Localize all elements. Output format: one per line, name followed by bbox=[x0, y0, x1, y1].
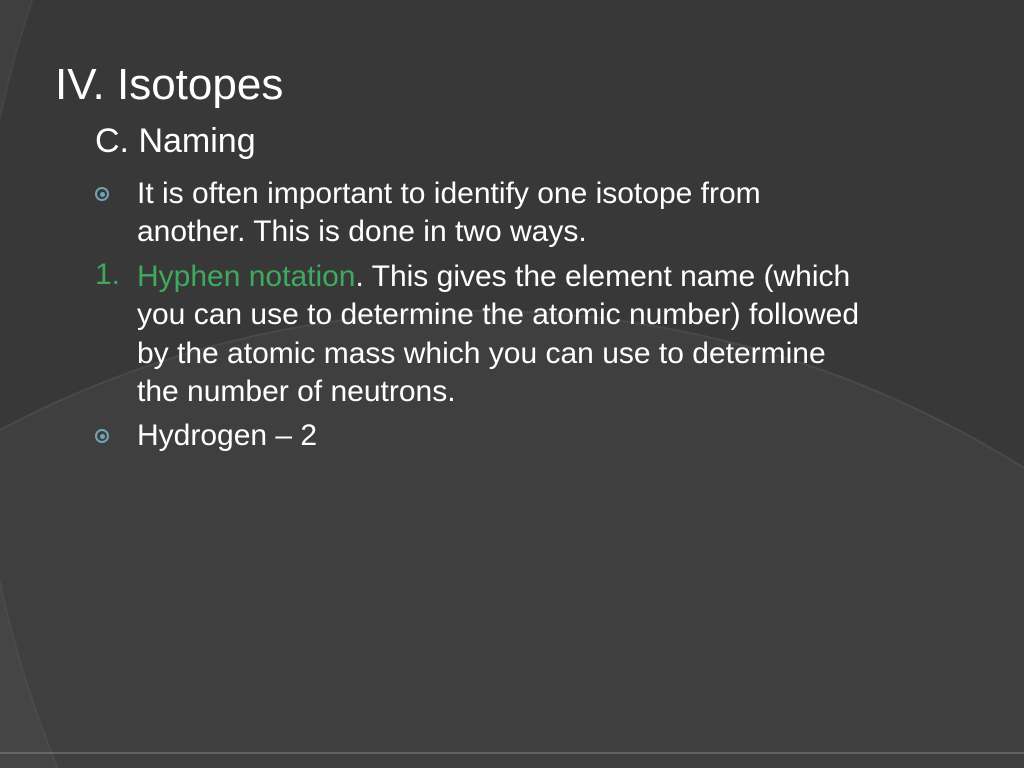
bullet-item-1: It is often important to identify one is… bbox=[95, 175, 875, 252]
bullet-item-2: Hydrogen – 2 bbox=[95, 417, 875, 455]
bullet-2-text: Hydrogen – 2 bbox=[137, 417, 317, 455]
bullet-1-text: It is often important to identify one is… bbox=[137, 175, 875, 252]
slide-title: IV. Isotopes bbox=[55, 60, 969, 110]
slide-subtitle: C. Naming bbox=[95, 122, 969, 161]
numbered-item-1: 1. Hyphen notation. This gives the eleme… bbox=[95, 258, 875, 412]
item-1-text: Hyphen notation. This gives the element … bbox=[137, 258, 875, 412]
bullet-icon bbox=[95, 417, 137, 443]
slide: IV. Isotopes C. Naming It is often impor… bbox=[0, 0, 1024, 768]
hyphen-notation-highlight: Hyphen notation bbox=[137, 260, 356, 293]
item-number: 1. bbox=[95, 258, 137, 292]
bullet-icon bbox=[95, 175, 137, 201]
content-block: It is often important to identify one is… bbox=[95, 175, 875, 456]
